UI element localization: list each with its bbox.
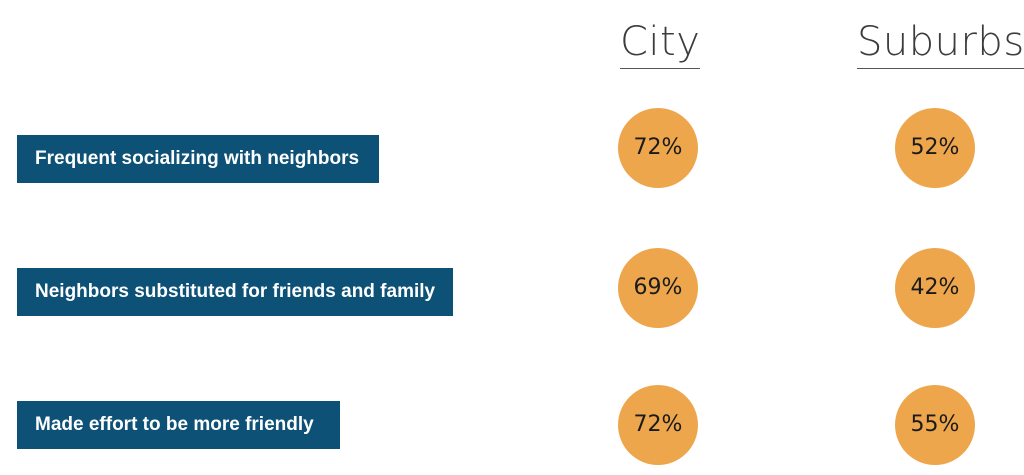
value-bubble-suburbs-row-2: 42%	[895, 248, 975, 328]
row-label-frequent-socializing: Frequent socializing with neighbors	[17, 135, 379, 183]
value-bubble-city-row-1: 72%	[618, 108, 698, 188]
value-bubble-city-row-2: 69%	[618, 248, 698, 328]
column-header-suburbs: Suburbs	[857, 18, 1024, 69]
value-bubble-city-row-3: 72%	[618, 385, 698, 465]
value-bubble-suburbs-row-3: 55%	[895, 385, 975, 465]
row-label-neighbors-substituted: Neighbors substituted for friends and fa…	[17, 268, 453, 316]
value-bubble-suburbs-row-1: 52%	[895, 108, 975, 188]
row-label-made-effort: Made effort to be more friendly	[17, 401, 340, 449]
column-header-city: City	[620, 18, 701, 69]
